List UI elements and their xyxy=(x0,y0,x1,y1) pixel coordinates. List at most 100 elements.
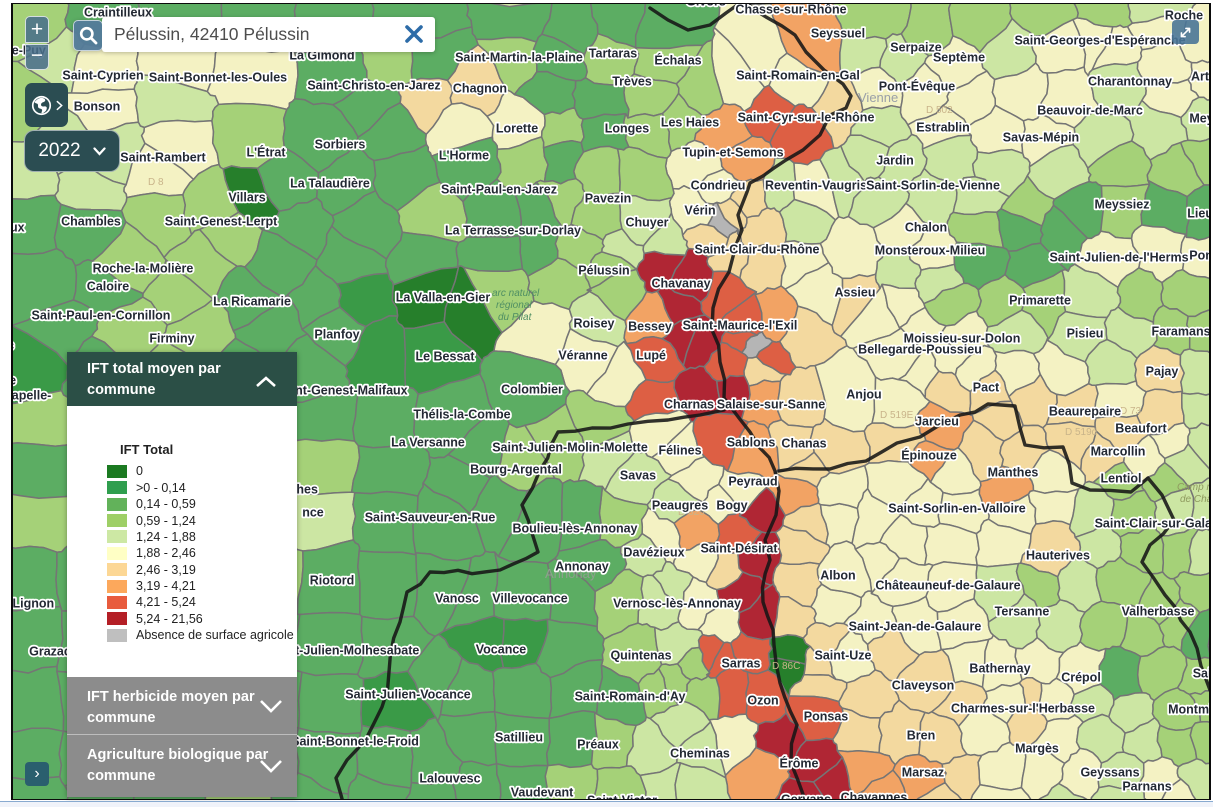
svg-text:Firminy: Firminy xyxy=(149,331,194,345)
svg-text:Montmiral: Montmiral xyxy=(1168,702,1211,716)
svg-text:Craintilleux: Craintilleux xyxy=(84,5,152,19)
svg-text:Vernosc-lès-Annonay: Vernosc-lès-Annonay xyxy=(613,596,741,610)
svg-text:Cheminas: Cheminas xyxy=(670,746,730,760)
svg-text:Charnas: Charnas xyxy=(664,397,714,411)
svg-text:Saint: Saint xyxy=(1193,666,1211,680)
svg-text:Chuyer: Chuyer xyxy=(625,215,668,229)
svg-text:Riotord: Riotord xyxy=(310,573,354,587)
svg-text:neux: neux xyxy=(11,220,25,234)
svg-text:Quintenas: Quintenas xyxy=(610,648,671,662)
svg-text:Longes: Longes xyxy=(605,121,649,135)
svg-text:Préaux: Préaux xyxy=(577,737,619,751)
svg-text:de-Lignon: de-Lignon xyxy=(11,596,54,610)
svg-text:Véranne: Véranne xyxy=(558,348,607,362)
svg-text:Saint-Bonnet-le-Froid: Saint-Bonnet-le-Froid xyxy=(291,734,419,748)
svg-text:Sarras: Sarras xyxy=(722,656,761,670)
svg-text:Saint-Clair-du-Rhône: Saint-Clair-du-Rhône xyxy=(695,242,820,256)
svg-text:Saint-Sorlin-de-Vienne: Saint-Sorlin-de-Vienne xyxy=(866,178,1000,192)
svg-text:Monsteroux-Milieu: Monsteroux-Milieu xyxy=(875,243,985,257)
svg-text:Saint-Paul-en-Jarez: Saint-Paul-en-Jarez xyxy=(441,182,557,196)
svg-text:La Valla-en-Gier: La Valla-en-Gier xyxy=(396,290,491,304)
svg-text:Vanosc: Vanosc xyxy=(435,591,479,605)
svg-text:Roisey: Roisey xyxy=(574,316,615,330)
svg-text:tec: tec xyxy=(11,338,14,352)
svg-text:Annonay: Annonay xyxy=(555,559,609,573)
svg-text:Savas-Mépin: Savas-Mépin xyxy=(1003,130,1079,144)
svg-text:Parnans: Parnans xyxy=(1122,779,1171,793)
svg-text:Saint-Désirat: Saint-Désirat xyxy=(700,541,778,555)
svg-text:Saint-Julien-de-l'Herms: Saint-Julien-de-l'Herms xyxy=(1049,250,1188,264)
svg-text:Les Haies: Les Haies xyxy=(661,115,719,129)
svg-text:D 519d: D 519d xyxy=(1065,427,1097,438)
svg-text:Tupin-et-Semons: Tupin-et-Semons xyxy=(682,145,783,159)
svg-text:Serpaize: Serpaize xyxy=(890,40,941,54)
svg-text:Crépol: Crépol xyxy=(1061,670,1101,684)
svg-text:Chambles: Chambles xyxy=(61,214,121,228)
svg-text:Saint-Maurice-l'Exil: Saint-Maurice-l'Exil xyxy=(683,318,798,332)
svg-text:Bathernay: Bathernay xyxy=(969,661,1030,675)
svg-text:Saint-Julien-Molin-Molette: Saint-Julien-Molin-Molette xyxy=(492,440,648,454)
svg-text:Albon: Albon xyxy=(820,568,855,582)
svg-text:du Pilat: du Pilat xyxy=(498,312,533,323)
svg-text:Pélussin: Pélussin xyxy=(578,263,629,277)
svg-text:Hauterives: Hauterives xyxy=(1026,548,1090,562)
svg-text:Pommier: Pommier xyxy=(1189,248,1211,262)
svg-text:Saint-Julien-Vocance: Saint-Julien-Vocance xyxy=(345,687,471,701)
svg-text:Villars: Villars xyxy=(228,190,265,204)
svg-text:Bogy: Bogy xyxy=(716,498,747,512)
svg-text:L'Horme: L'Horme xyxy=(439,148,489,162)
svg-text:Sorbiers: Sorbiers xyxy=(315,137,366,151)
svg-text:D 820: D 820 xyxy=(678,507,705,518)
svg-text:Châteauneuf-de-Galaure: Châteauneuf-de-Galaure xyxy=(875,578,1020,592)
svg-text:Bessey: Bessey xyxy=(628,319,672,333)
svg-text:ette: ette xyxy=(11,373,16,387)
svg-text:Le Bessat: Le Bessat xyxy=(415,349,475,363)
svg-text:Villevocance: Villevocance xyxy=(492,591,568,605)
svg-text:Seyssuel: Seyssuel xyxy=(811,26,865,40)
svg-text:Saint-Paul-en-Cornillon: Saint-Paul-en-Cornillon xyxy=(32,308,171,322)
svg-text:Saint-Victor: Saint-Victor xyxy=(587,793,657,800)
svg-text:Saint-Rambert: Saint-Rambert xyxy=(120,150,206,164)
svg-text:Margès: Margès xyxy=(1015,741,1059,755)
svg-text:Saint-Cyr-sur-le-Rhône: Saint-Cyr-sur-le-Rhône xyxy=(738,110,875,124)
svg-text:Trèves: Trèves xyxy=(612,74,652,88)
svg-text:Annonay: Annonay xyxy=(545,566,597,581)
svg-text:Vaudevant: Vaudevant xyxy=(511,785,574,799)
svg-text:Reventin-Vaugris: Reventin-Vaugris xyxy=(765,178,867,192)
svg-text:L'Étrat: L'Étrat xyxy=(246,144,286,159)
svg-text:Roche: Roche xyxy=(1165,8,1203,22)
svg-text:Faramans: Faramans xyxy=(1151,324,1210,338)
svg-text:Saint-Cyprien: Saint-Cyprien xyxy=(62,68,143,82)
svg-text:D 519E: D 519E xyxy=(880,410,914,421)
svg-text:Bourg-Argental: Bourg-Argental xyxy=(470,462,562,476)
svg-text:D 73: D 73 xyxy=(1120,406,1142,417)
svg-text:Ponsas: Ponsas xyxy=(804,709,849,723)
svg-text:nce: nce xyxy=(302,505,324,519)
svg-text:Tartaras: Tartaras xyxy=(589,46,637,60)
svg-text:Marsaz: Marsaz xyxy=(902,765,944,779)
svg-text:Colombier: Colombier xyxy=(501,382,563,396)
svg-text:Meyrieu: Meyrieu xyxy=(1189,111,1211,125)
svg-text:Charantonnay: Charantonnay xyxy=(1088,74,1172,88)
svg-text:Thélis-la-Combe: Thélis-la-Combe xyxy=(413,407,510,421)
svg-text:D 8: D 8 xyxy=(148,177,164,188)
svg-text:Jarcieu: Jarcieu xyxy=(915,414,959,428)
svg-text:de Chambara: de Chambara xyxy=(1180,494,1211,505)
svg-text:Salaise-sur-Sanne: Salaise-sur-Sanne xyxy=(717,397,825,411)
svg-text:Lentiol: Lentiol xyxy=(1101,471,1142,485)
svg-text:régional: régional xyxy=(496,300,532,311)
svg-text:Saint-Uze: Saint-Uze xyxy=(815,648,872,662)
svg-text:Sablons: Sablons xyxy=(727,435,776,449)
svg-text:Lieudieu: Lieudieu xyxy=(1187,206,1211,220)
svg-text:Lalouvesc: Lalouvesc xyxy=(419,771,480,785)
svg-text:Pisieu: Pisieu xyxy=(1067,326,1104,340)
svg-text:Chalon: Chalon xyxy=(905,220,947,234)
svg-text:Chanas: Chanas xyxy=(781,436,826,450)
svg-text:Beaufort: Beaufort xyxy=(1115,421,1167,435)
svg-text:Camp militaire: Camp militaire xyxy=(1177,482,1211,493)
svg-text:Saint-Sauveur-en-Rue: Saint-Sauveur-en-Rue xyxy=(365,510,496,524)
svg-text:Roche-la-Molière: Roche-la-Molière xyxy=(93,261,194,275)
svg-text:Claveyson: Claveyson xyxy=(892,678,955,692)
svg-text:Tersanne: Tersanne xyxy=(995,604,1050,618)
svg-text:Boulieu-lès-Annonay: Boulieu-lès-Annonay xyxy=(512,521,637,535)
